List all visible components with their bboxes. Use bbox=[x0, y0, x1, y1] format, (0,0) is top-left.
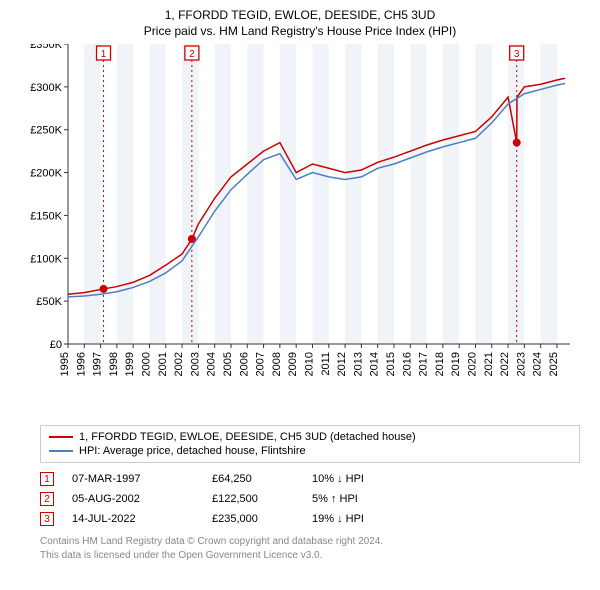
svg-text:2000: 2000 bbox=[140, 352, 152, 376]
event-marker-icon: 3 bbox=[40, 512, 54, 526]
svg-text:1997: 1997 bbox=[92, 352, 104, 376]
footer-line-1: Contains HM Land Registry data © Crown c… bbox=[40, 535, 580, 549]
event-date: 14-JUL-2022 bbox=[72, 513, 212, 525]
footer-line-2: This data is licensed under the Open Gov… bbox=[40, 549, 580, 563]
legend-label: HPI: Average price, detached house, Flin… bbox=[79, 445, 306, 457]
svg-text:2001: 2001 bbox=[157, 352, 169, 376]
svg-text:£350K: £350K bbox=[30, 44, 62, 51]
svg-text:2006: 2006 bbox=[238, 352, 250, 376]
svg-text:2017: 2017 bbox=[418, 352, 430, 376]
svg-text:£0: £0 bbox=[50, 339, 62, 351]
svg-text:2003: 2003 bbox=[189, 352, 201, 376]
legend-label: 1, FFORDD TEGID, EWLOE, DEESIDE, CH5 3UD… bbox=[79, 431, 416, 443]
legend-swatch bbox=[49, 450, 73, 452]
svg-text:2002: 2002 bbox=[173, 352, 185, 376]
title-line-1: 1, FFORDD TEGID, EWLOE, DEESIDE, CH5 3UD bbox=[0, 0, 600, 22]
event-row: 3 14-JUL-2022 £235,000 19% ↓ HPI bbox=[40, 509, 580, 529]
event-hpi: 10% ↓ HPI bbox=[312, 473, 364, 485]
title-line-2: Price paid vs. HM Land Registry's House … bbox=[0, 22, 600, 44]
event-date: 07-MAR-1997 bbox=[72, 473, 212, 485]
chart-svg: £0 £50K £100K £150K £200K £250K £300K £350K 1995… bbox=[20, 44, 580, 379]
event-row: 1 07-MAR-1997 £64,250 10% ↓ HPI bbox=[40, 469, 580, 489]
event-date: 05-AUG-2002 bbox=[72, 493, 212, 505]
svg-text:2022: 2022 bbox=[499, 352, 511, 376]
svg-text:£50K: £50K bbox=[36, 296, 62, 308]
event-marker-icon: 1 bbox=[40, 472, 54, 486]
svg-text:2020: 2020 bbox=[466, 352, 478, 376]
svg-text:2023: 2023 bbox=[515, 352, 527, 376]
svg-text:2009: 2009 bbox=[287, 352, 299, 376]
svg-text:1999: 1999 bbox=[124, 352, 136, 376]
svg-text:2004: 2004 bbox=[206, 352, 218, 376]
svg-text:2008: 2008 bbox=[271, 352, 283, 376]
svg-text:2005: 2005 bbox=[222, 352, 234, 376]
svg-text:1998: 1998 bbox=[108, 352, 120, 376]
svg-text:2014: 2014 bbox=[369, 352, 381, 376]
svg-text:2007: 2007 bbox=[255, 352, 267, 376]
event-price: £64,250 bbox=[212, 473, 312, 485]
svg-text:1995: 1995 bbox=[59, 352, 71, 376]
svg-text:1996: 1996 bbox=[75, 352, 87, 376]
event-hpi: 19% ↓ HPI bbox=[312, 513, 364, 525]
event-marker-icon: 2 bbox=[40, 492, 54, 506]
svg-text:3: 3 bbox=[514, 49, 520, 60]
svg-text:2021: 2021 bbox=[483, 352, 495, 376]
event-price: £235,000 bbox=[212, 513, 312, 525]
svg-text:2024: 2024 bbox=[532, 352, 544, 376]
svg-text:£250K: £250K bbox=[30, 125, 62, 137]
svg-text:2025: 2025 bbox=[548, 352, 560, 376]
svg-text:£150K: £150K bbox=[30, 210, 62, 222]
footer-attribution: Contains HM Land Registry data © Crown c… bbox=[40, 535, 580, 562]
svg-text:£300K: £300K bbox=[30, 82, 62, 94]
svg-text:2016: 2016 bbox=[401, 352, 413, 376]
line-chart: £0 £50K £100K £150K £200K £250K £300K £350K 1995… bbox=[20, 44, 580, 379]
legend-item: HPI: Average price, detached house, Flin… bbox=[49, 444, 571, 458]
chart-container: 1, FFORDD TEGID, EWLOE, DEESIDE, CH5 3UD… bbox=[0, 0, 600, 590]
event-hpi: 5% ↑ HPI bbox=[312, 493, 358, 505]
svg-text:2011: 2011 bbox=[320, 352, 332, 376]
event-row: 2 05-AUG-2002 £122,500 5% ↑ HPI bbox=[40, 489, 580, 509]
svg-text:£100K: £100K bbox=[30, 253, 62, 265]
svg-text:2010: 2010 bbox=[303, 352, 315, 376]
legend-swatch bbox=[49, 436, 73, 438]
legend: 1, FFORDD TEGID, EWLOE, DEESIDE, CH5 3UD… bbox=[40, 425, 580, 463]
event-list: 1 07-MAR-1997 £64,250 10% ↓ HPI 2 05-AUG… bbox=[40, 469, 580, 529]
svg-text:2013: 2013 bbox=[352, 352, 364, 376]
svg-text:2015: 2015 bbox=[385, 352, 397, 376]
svg-text:2018: 2018 bbox=[434, 352, 446, 376]
legend-item: 1, FFORDD TEGID, EWLOE, DEESIDE, CH5 3UD… bbox=[49, 430, 571, 444]
svg-text:2019: 2019 bbox=[450, 352, 462, 376]
svg-text:2: 2 bbox=[189, 49, 195, 60]
event-price: £122,500 bbox=[212, 493, 312, 505]
svg-text:1: 1 bbox=[101, 49, 107, 60]
svg-text:2012: 2012 bbox=[336, 352, 348, 376]
svg-text:£200K: £200K bbox=[30, 168, 62, 180]
